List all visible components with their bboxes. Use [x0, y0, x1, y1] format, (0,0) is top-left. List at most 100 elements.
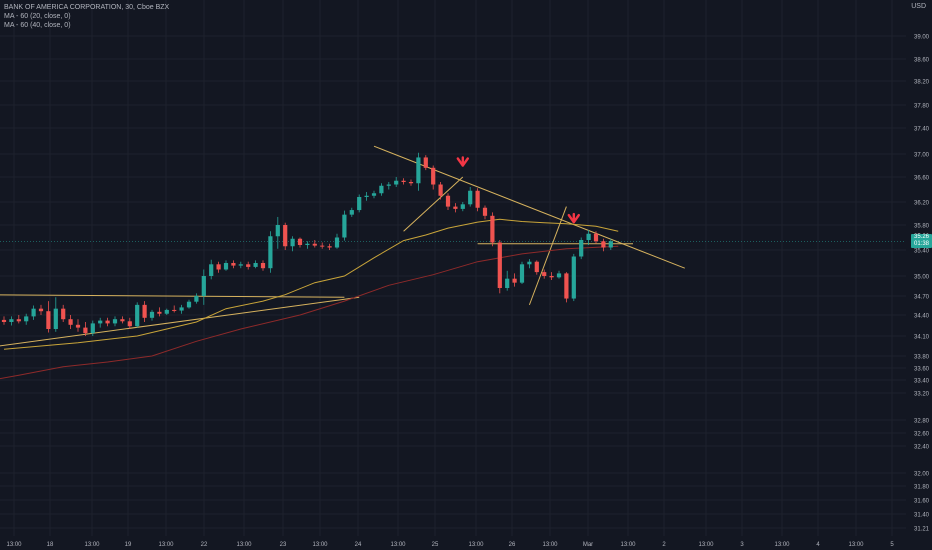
- x-tick-label: 2: [662, 542, 666, 548]
- candle: [401, 178, 406, 185]
- candle: [68, 315, 73, 329]
- candle: [186, 299, 192, 309]
- candle: [98, 317, 103, 328]
- candle-body: [423, 157, 428, 168]
- y-tick-label: 31.80: [914, 485, 930, 491]
- candle: [16, 315, 21, 324]
- candle-body: [505, 278, 510, 288]
- x-tick-label: 13:00: [774, 542, 790, 548]
- candle-body: [327, 246, 332, 248]
- candle-body: [579, 240, 584, 257]
- candle-body: [497, 242, 502, 288]
- candle-body: [386, 184, 391, 186]
- candle: [135, 302, 140, 328]
- y-tick-label: 33.40: [914, 379, 930, 385]
- candle-body: [460, 204, 465, 209]
- candle-body: [186, 301, 192, 308]
- candle-body: [201, 276, 206, 296]
- candle-body: [68, 319, 73, 325]
- x-tick-label: 13:00: [698, 542, 714, 548]
- candle: [534, 260, 539, 275]
- candle: [275, 216, 280, 249]
- x-tick-label: 13:00: [468, 542, 484, 548]
- candles[interactable]: [1, 152, 613, 336]
- candle-body: [61, 308, 66, 320]
- candle: [61, 304, 66, 322]
- candle-body: [209, 264, 214, 276]
- candle: [549, 272, 554, 280]
- x-tick-label: 13:00: [6, 542, 22, 548]
- candle-body: [53, 308, 58, 329]
- candle-body: [157, 311, 162, 314]
- candle-body: [216, 264, 221, 270]
- x-tick-label: 13:00: [236, 542, 252, 548]
- candle-body: [438, 184, 443, 196]
- candle: [386, 182, 391, 190]
- candle: [379, 183, 384, 196]
- candle: [194, 293, 199, 304]
- symbol-title[interactable]: BANK OF AMERICA CORPORATION, 30, Cboe BZ…: [4, 4, 170, 11]
- candle: [579, 237, 584, 260]
- candle-body: [253, 263, 258, 267]
- annotation-arrows[interactable]: [456, 156, 580, 224]
- candle-body: [379, 185, 384, 194]
- candle: [157, 307, 162, 317]
- candle: [290, 236, 295, 252]
- candle-body: [608, 241, 613, 248]
- ma-fast-line: [3, 218, 619, 350]
- y-tick-label: 37.80: [914, 104, 930, 110]
- candle: [460, 202, 465, 212]
- candle-body: [98, 320, 103, 324]
- candle: [46, 301, 51, 333]
- candle-body: [275, 225, 280, 237]
- candle: [542, 269, 547, 279]
- candle: [601, 238, 606, 252]
- candle: [179, 304, 184, 314]
- ma-fast-label[interactable]: MA - 60 (20, close, 0): [4, 13, 71, 20]
- trendline: [0, 296, 360, 347]
- y-tick-label: 32.40: [914, 445, 930, 451]
- y-tick-label: 35.80: [914, 224, 930, 230]
- candle-body: [297, 238, 303, 245]
- candle-body: [179, 307, 184, 311]
- candle-body: [394, 180, 399, 185]
- candle: [519, 261, 525, 284]
- candle-body: [349, 210, 354, 215]
- moving-averages: [0, 218, 619, 380]
- x-tick-label: 13:00: [390, 542, 406, 548]
- candle-body: [31, 308, 36, 317]
- candle-body: [83, 327, 88, 334]
- candle-body: [401, 180, 406, 182]
- candle-body: [16, 319, 21, 322]
- candle-body: [112, 319, 118, 324]
- x-tick-label: 13:00: [848, 542, 864, 548]
- candle: [75, 319, 81, 332]
- ma-slow-label[interactable]: MA - 60 (40, close, 0): [4, 22, 71, 29]
- candle-body: [542, 272, 547, 276]
- candle: [112, 316, 118, 327]
- candle: [38, 304, 44, 315]
- y-tick-label: 37.40: [914, 127, 930, 133]
- candle: [408, 179, 414, 186]
- y-tick-label: 39.00: [914, 35, 930, 41]
- candle: [120, 316, 125, 324]
- candle: [320, 242, 325, 249]
- y-tick-label: 33.80: [914, 355, 930, 361]
- candle-body: [135, 304, 140, 327]
- candle-body: [246, 264, 251, 267]
- candle-body: [120, 319, 125, 322]
- candle: [505, 270, 510, 291]
- x-tick-label: 13:00: [542, 542, 558, 548]
- candle: [564, 272, 569, 303]
- currency-label[interactable]: USD: [911, 3, 926, 10]
- candle: [512, 273, 517, 287]
- candle-body: [549, 276, 554, 278]
- y-tick-label: 38.20: [914, 80, 930, 86]
- price-axis[interactable]: 39.00 38.60 38.20 37.80 37.40 37.00 36.60 36.20…: [906, 0, 932, 550]
- time-axis[interactable]: 13:00 18 13:00 19 13:00 22 13:00 23 13:00 24 13:00…: [6, 542, 894, 548]
- candle-body: [231, 263, 236, 266]
- candle-body: [149, 311, 155, 318]
- candle: [357, 194, 362, 213]
- candle-body: [305, 243, 310, 245]
